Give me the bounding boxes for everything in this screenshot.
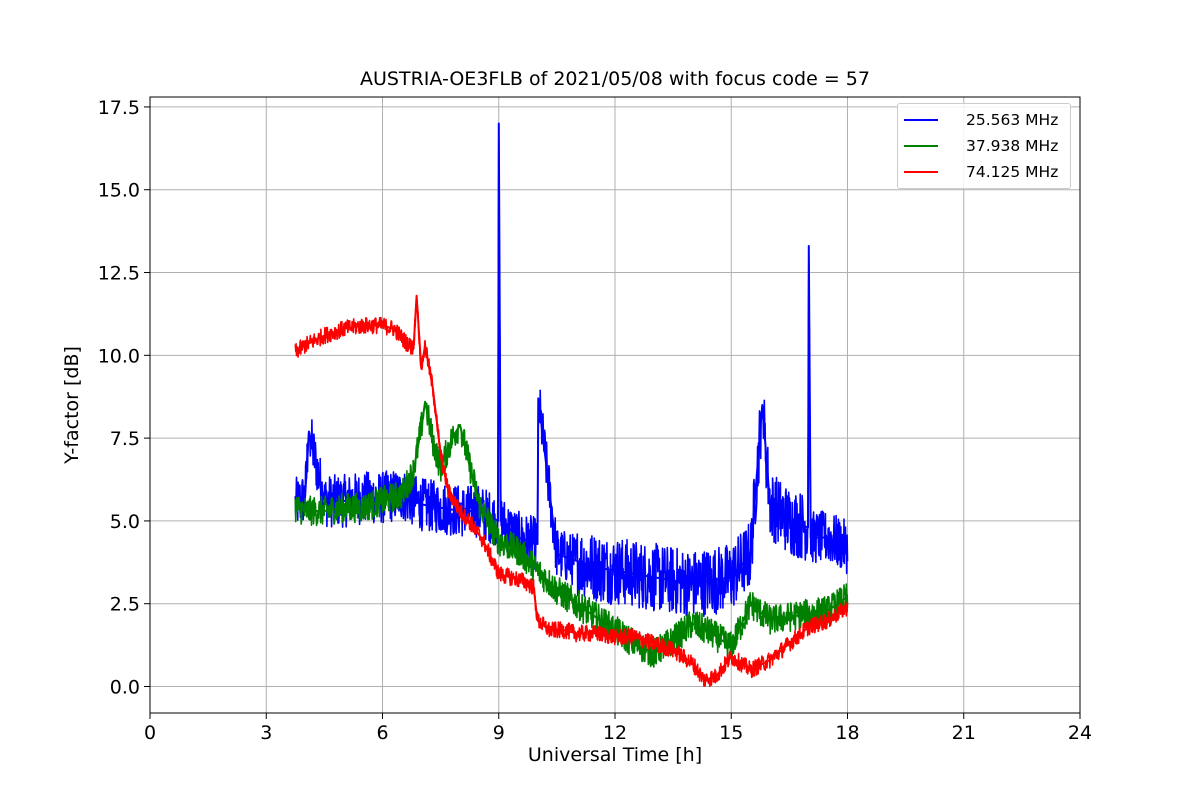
y-axis-label: Y-factor [dB] <box>61 346 83 464</box>
x-tick-label: 21 <box>952 722 976 744</box>
y-tick-label: 7.5 <box>110 428 140 450</box>
y-tick-label: 15.0 <box>98 180 140 202</box>
legend-label-74125: 74.125 MHz <box>966 163 1059 181</box>
legend-item-37938: 37.938 MHz <box>904 136 1068 156</box>
y-tick-label: 12.5 <box>98 263 140 285</box>
x-axis-label: Universal Time [h] <box>527 744 703 766</box>
y-tick-label: 17.5 <box>98 97 140 119</box>
series-line-25563MHz <box>294 122 848 585</box>
legend-swatch-25563 <box>904 119 938 121</box>
x-tick-label: 3 <box>260 722 272 744</box>
y-tick-label: 5.0 <box>110 511 140 533</box>
legend: 25.563 MHz 37.938 MHz 74.125 MHz <box>897 103 1071 189</box>
series-0-noise-trace <box>294 139 849 618</box>
y-tick-label: 2.5 <box>110 594 140 616</box>
y-tick-label: 10.0 <box>98 345 140 367</box>
legend-item-25563: 25.563 MHz <box>904 110 1068 130</box>
x-tick-label: 12 <box>603 722 627 744</box>
legend-swatch-74125 <box>904 171 938 173</box>
x-tick-label: 6 <box>376 722 388 744</box>
x-tick-label: 15 <box>719 722 743 744</box>
y-tick-label: 0.0 <box>110 677 140 699</box>
legend-item-74125: 74.125 MHz <box>904 162 1068 182</box>
series-1-noise-trace <box>294 401 849 668</box>
chart-title: AUSTRIA-OE3FLB of 2021/05/08 with focus … <box>360 68 870 90</box>
series-2-noise-trace <box>294 297 849 688</box>
x-tick-label: 24 <box>1068 722 1092 744</box>
x-tick-label: 9 <box>493 722 505 744</box>
x-tick-label: 0 <box>144 722 156 744</box>
legend-label-25563: 25.563 MHz <box>966 111 1059 129</box>
x-tick-label: 18 <box>835 722 859 744</box>
legend-swatch-37938 <box>904 145 938 147</box>
legend-label-37938: 37.938 MHz <box>966 137 1059 155</box>
